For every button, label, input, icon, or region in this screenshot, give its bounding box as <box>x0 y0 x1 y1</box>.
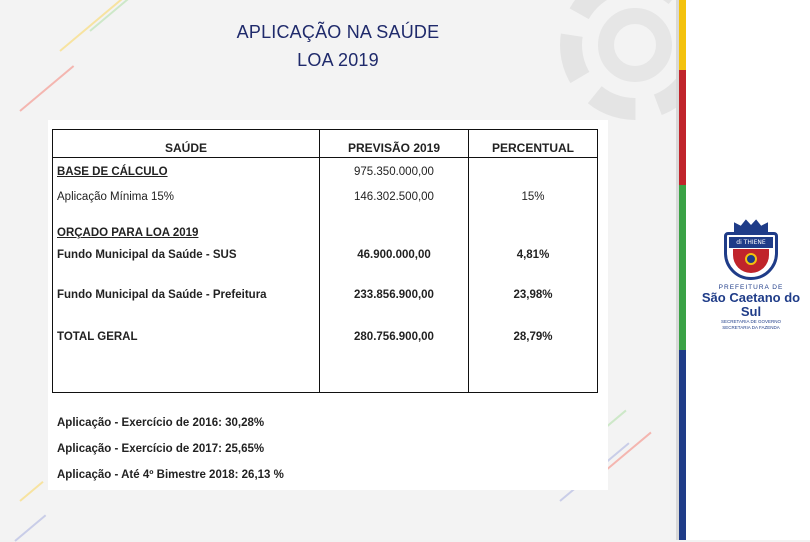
row-label: Aplicação Mínima 15% <box>52 185 320 209</box>
logo-subtitle-1: SECRETARIA DE GOVERNO <box>721 319 781 324</box>
crown-icon <box>734 219 768 232</box>
table-row: Fundo Municipal da Saúde - Prefeitura 23… <box>52 270 598 320</box>
row-percent <box>468 208 598 240</box>
table-row: ORÇADO PARA LOA 2019 <box>52 208 598 240</box>
stripe-yellow <box>679 0 686 70</box>
row-value: 46.900.000,00 <box>319 239 469 271</box>
city-logo: di THIENE PREFEITURA DE São Caetano do S… <box>696 218 806 331</box>
table-header-row: SAÚDE PREVISÃO 2019 PERCENTUAL <box>52 128 598 159</box>
row-label: BASE DE CÁLCULO <box>52 157 320 186</box>
table-row: Aplicação Mínima 15% 146.302.500,00 15% <box>52 185 598 209</box>
logo-city-name: São Caetano do Sul <box>701 290 801 319</box>
row-percent: 23,98% <box>468 270 598 320</box>
row-percent <box>468 157 598 186</box>
row-percent: 28,79% <box>468 319 598 394</box>
table-row: BASE DE CÁLCULO 975.350.000,00 <box>52 157 598 186</box>
crest-banner: di THIENE <box>729 237 773 248</box>
row-label: Fundo Municipal da Saúde - Prefeitura <box>52 270 320 320</box>
application-notes: Aplicação - Exercício de 2016: 30,28% Ap… <box>57 417 284 495</box>
gear-watermark-inner <box>598 8 672 82</box>
note-line: Aplicação - Exercício de 2017: 25,65% <box>57 443 265 455</box>
row-value: 280.756.900,00 <box>319 319 469 394</box>
column-header-previsao: PREVISÃO 2019 <box>319 128 469 159</box>
row-value: 975.350.000,00 <box>319 157 469 186</box>
table-row: Fundo Municipal da Saúde - SUS 46.900.00… <box>52 239 598 271</box>
row-value: 233.856.900,00 <box>319 270 469 320</box>
note-line: Aplicação - Exercício de 2016: 30,28% <box>57 417 265 429</box>
slide-subtitle: LOA 2019 <box>297 50 379 70</box>
logo-prefix: PREFEITURA DE <box>718 284 784 291</box>
budget-table: SAÚDE PREVISÃO 2019 PERCENTUAL BASE DE C… <box>52 128 598 394</box>
row-value: 146.302.500,00 <box>319 185 469 209</box>
row-label: TOTAL GERAL <box>52 319 320 394</box>
row-percent: 4,81% <box>468 239 598 271</box>
wheel-icon <box>745 253 757 265</box>
stripe-green <box>679 185 686 350</box>
row-label: Fundo Municipal da Saúde - SUS <box>52 239 320 271</box>
slide-title: APLICAÇÃO NA SAÚDE <box>236 22 440 42</box>
row-percent: 15% <box>468 185 598 209</box>
stripe-shadow <box>676 0 679 540</box>
logo-subtitle-2: SECRETARIA DA FAZENDA <box>722 325 780 330</box>
table-row: TOTAL GERAL 280.756.900,00 28,79% <box>52 319 598 394</box>
row-label: ORÇADO PARA LOA 2019 <box>52 208 320 240</box>
stripe-red <box>679 70 686 185</box>
note-line: Aplicação - Até 4º Bimestre 2018: 26,13 … <box>57 469 284 481</box>
stripe-blue <box>679 350 686 540</box>
row-value <box>319 208 469 240</box>
column-header-saude: SAÚDE <box>52 128 320 159</box>
column-header-percentual: PERCENTUAL <box>468 128 598 159</box>
crest-icon: di THIENE <box>720 218 782 280</box>
